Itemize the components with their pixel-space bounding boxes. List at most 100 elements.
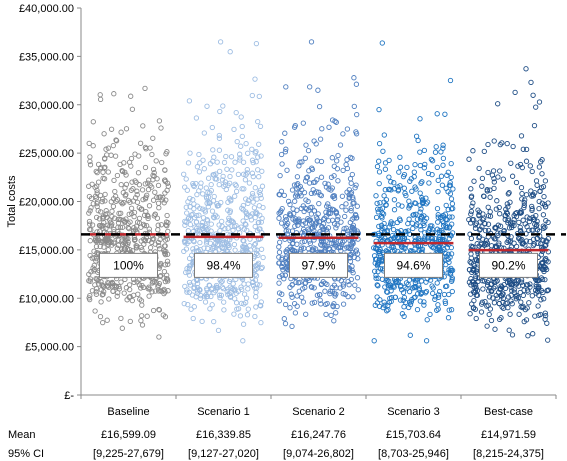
data-point	[186, 265, 193, 271]
data-point	[488, 287, 494, 294]
data-point	[154, 176, 160, 182]
data-point	[119, 201, 126, 207]
data-point	[375, 206, 381, 212]
data-point	[436, 236, 442, 242]
data-point	[502, 285, 509, 292]
data-point	[317, 229, 323, 235]
data-point	[429, 158, 436, 164]
data-point	[416, 285, 423, 291]
data-point	[348, 208, 354, 214]
data-point	[291, 300, 298, 307]
data-point	[401, 185, 407, 191]
data-point	[92, 308, 98, 314]
data-point	[413, 200, 419, 207]
data-point	[155, 222, 161, 228]
data-point	[143, 194, 149, 200]
data-point	[542, 265, 549, 271]
data-point	[190, 180, 196, 187]
data-point	[386, 157, 392, 164]
data-point	[224, 288, 230, 295]
data-point	[217, 39, 224, 45]
data-point	[523, 146, 530, 153]
data-point	[259, 264, 265, 271]
data-point	[239, 286, 245, 293]
mean-value: £14,971.59	[481, 429, 536, 441]
data-point	[292, 310, 299, 316]
data-point	[417, 149, 423, 155]
data-point	[536, 285, 542, 292]
data-point	[111, 240, 117, 246]
data-point	[87, 296, 93, 303]
data-point	[486, 311, 492, 318]
data-point	[403, 280, 410, 286]
data-point	[194, 164, 201, 170]
data-point	[301, 238, 308, 245]
data-point	[164, 272, 170, 278]
data-point	[291, 124, 298, 130]
data-point	[205, 175, 212, 181]
data-point	[408, 299, 414, 305]
data-point	[396, 169, 402, 175]
data-point	[518, 208, 524, 214]
data-point	[130, 198, 137, 204]
data-point	[382, 166, 389, 172]
data-point	[243, 196, 249, 202]
data-point	[374, 163, 381, 170]
data-point	[521, 318, 527, 325]
data-point	[158, 125, 164, 131]
data-point	[440, 145, 446, 151]
data-point	[318, 174, 325, 180]
data-point	[329, 288, 335, 295]
data-point	[376, 180, 382, 187]
data-point	[424, 317, 430, 323]
data-point	[413, 133, 420, 139]
data-point	[518, 279, 525, 285]
data-point	[511, 222, 517, 229]
data-point	[528, 79, 534, 86]
data-point	[331, 163, 337, 169]
mean-value: £15,703.64	[386, 429, 441, 441]
data-point	[188, 306, 194, 312]
data-point	[497, 211, 503, 217]
data-point	[258, 219, 264, 225]
data-point	[473, 283, 479, 289]
data-point	[161, 286, 167, 293]
data-point	[471, 178, 477, 184]
data-point	[311, 245, 317, 251]
data-point	[254, 262, 261, 268]
data-point	[245, 212, 251, 218]
data-point	[418, 227, 424, 233]
data-point	[340, 239, 346, 245]
data-point	[314, 189, 320, 195]
data-point	[476, 165, 482, 172]
data-point	[492, 283, 498, 290]
data-point	[498, 283, 504, 289]
data-point	[257, 187, 263, 193]
data-point	[138, 317, 144, 324]
data-point	[337, 142, 344, 148]
data-point	[387, 282, 393, 288]
data-point	[493, 206, 499, 212]
data-point	[209, 124, 215, 131]
data-point	[517, 224, 523, 231]
data-point	[276, 249, 283, 255]
data-point	[371, 338, 377, 344]
data-point	[522, 197, 528, 203]
data-point	[324, 281, 330, 288]
category-label: Scenario 3	[387, 406, 440, 418]
data-point	[309, 300, 315, 306]
data-point	[108, 199, 114, 205]
data-point	[156, 118, 163, 124]
data-point	[515, 163, 521, 169]
data-point	[355, 256, 361, 262]
data-point	[494, 295, 501, 301]
data-point	[150, 177, 156, 183]
data-point	[414, 306, 421, 313]
data-point	[432, 149, 439, 155]
data-point	[402, 284, 408, 291]
data-point	[90, 119, 96, 125]
data-point	[121, 199, 127, 206]
data-point	[315, 87, 321, 93]
data-point	[480, 211, 486, 217]
data-point	[468, 186, 474, 192]
